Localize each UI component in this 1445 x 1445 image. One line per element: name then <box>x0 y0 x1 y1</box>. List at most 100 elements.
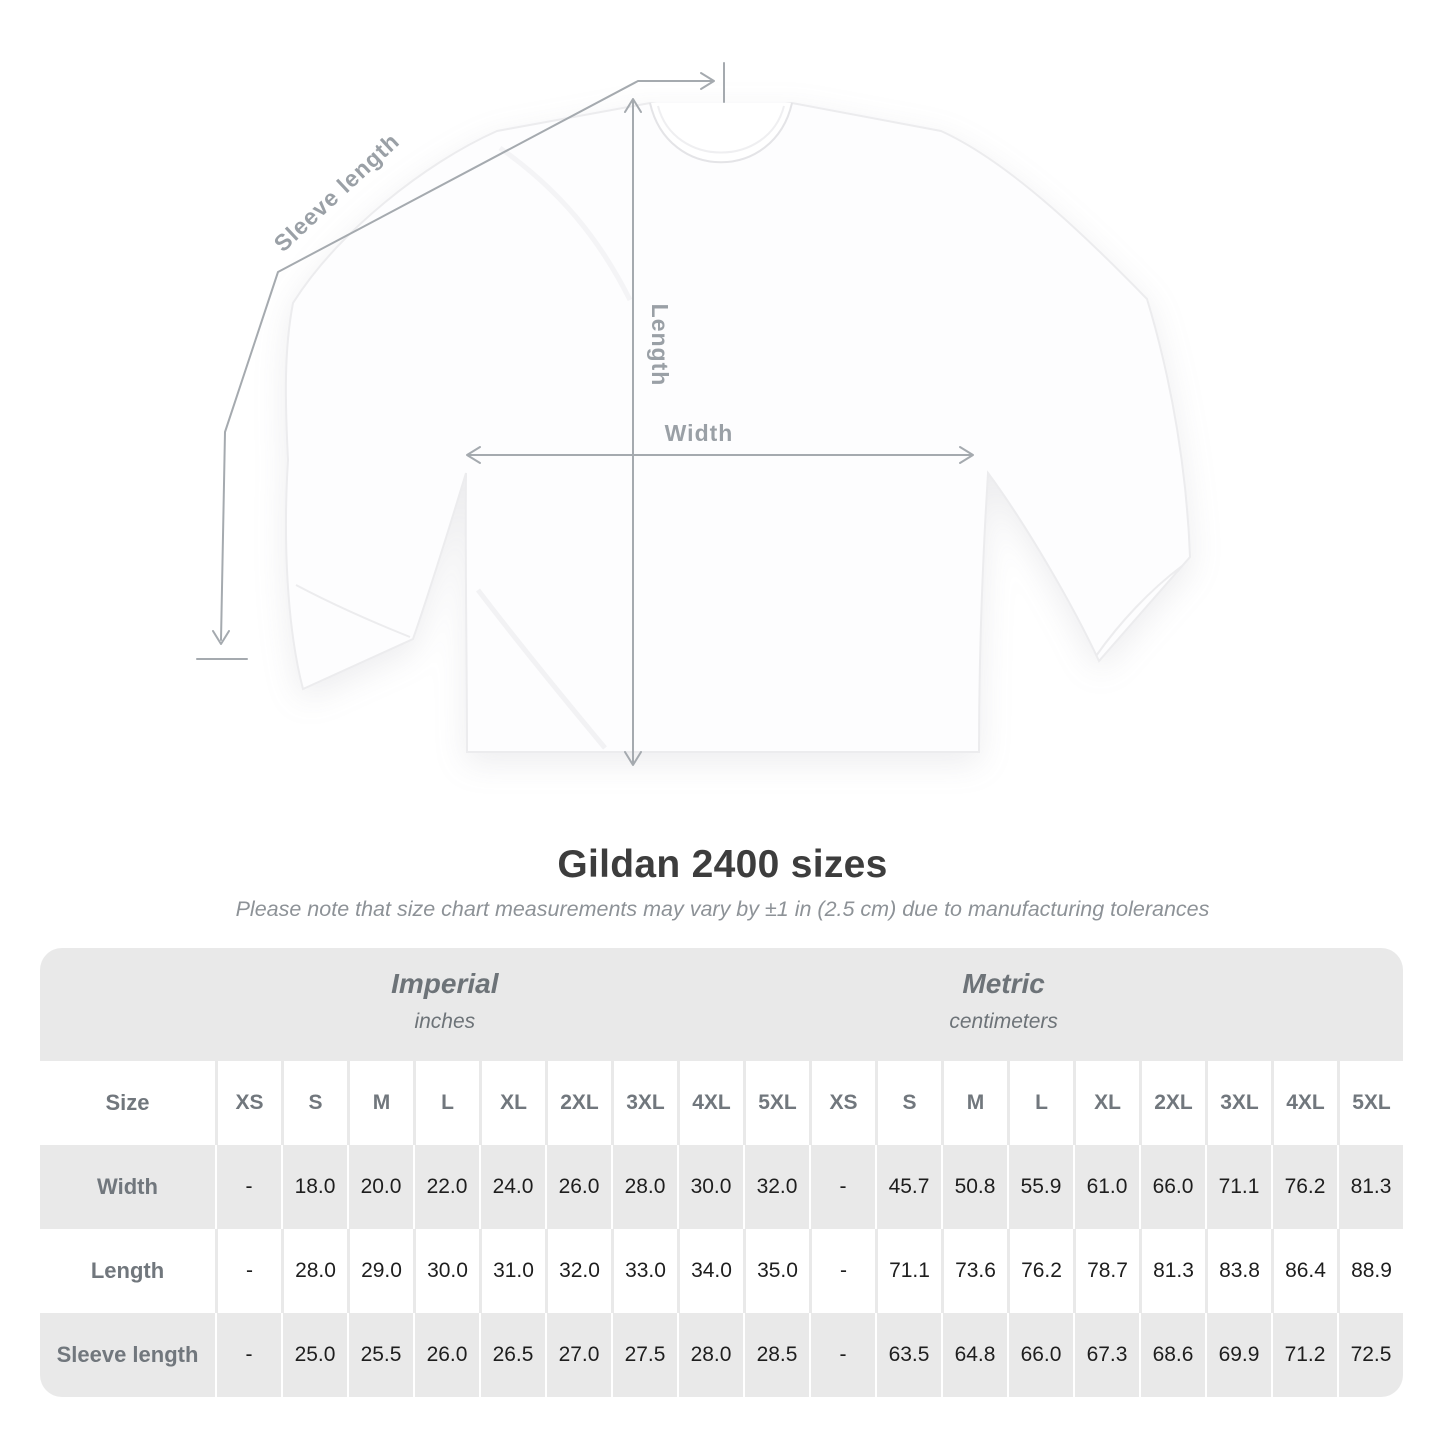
sleeve-length-imperial-value: 25.5 <box>347 1313 413 1397</box>
size-header-metric-m: M <box>941 1061 1007 1145</box>
collar-outline <box>649 102 793 164</box>
sleeve-length-imperial-value: 25.0 <box>281 1313 347 1397</box>
width-label: Width <box>665 420 734 446</box>
sleeve-length-metric-value: 68.6 <box>1139 1313 1205 1397</box>
size-header-metric-l: L <box>1007 1061 1073 1145</box>
size-header-metric-s: S <box>875 1061 941 1145</box>
size-header-imperial-5xl: 5XL <box>743 1061 809 1145</box>
size-header-imperial-xs: XS <box>215 1061 281 1145</box>
row-label-length: Length <box>90 1258 165 1283</box>
size-header-metric-xl: XL <box>1073 1061 1139 1145</box>
size-chart-table: Imperial inches Metric centimeters Size X… <box>40 948 1403 1397</box>
collar-rib-line <box>657 105 785 154</box>
size-chart-rows: Size XS S M L XL 2XL 3XL 4XL 5XL XS S M L XL 2XL 3XL 4XL 5… <box>40 1061 1403 1397</box>
width-imperial-value: 28.0 <box>611 1145 677 1229</box>
length-imperial-value: 35.0 <box>743 1229 809 1313</box>
sleeve-length-metric-value: 63.5 <box>875 1313 941 1397</box>
size-header-imperial-2xl: 2XL <box>545 1061 611 1145</box>
length-imperial-value: 34.0 <box>677 1229 743 1313</box>
length-metric-value: 78.7 <box>1073 1229 1139 1313</box>
row-label-width: Width <box>97 1174 158 1199</box>
measurement-row-width: Width -18.0 20.0 22.0 24.0 26.0 28.0 30.0 32.0-4… <box>40 1145 1403 1229</box>
width-metric-value: 50.8 <box>941 1145 1007 1229</box>
length-metric-value: 81.3 <box>1139 1229 1205 1313</box>
imperial-section-header: Imperial inches <box>391 968 498 1034</box>
sleeve-length-imperial-value: 27.0 <box>545 1313 611 1397</box>
row-label-sleeve-length: Sleeve length <box>56 1342 199 1367</box>
sleeve-length-line <box>220 80 713 641</box>
page-title: Gildan 2400 sizes <box>557 843 888 886</box>
length-imperial-value: 32.0 <box>545 1229 611 1313</box>
sleeve-length-metric-value: 64.8 <box>941 1313 1007 1397</box>
sleeve-length-metric-value: 69.9 <box>1205 1313 1271 1397</box>
size-header-metric-4xl: 4XL <box>1271 1061 1337 1145</box>
sleeve-length-metric-value: 71.2 <box>1271 1313 1337 1397</box>
metric-section-title: Metric <box>962 968 1045 999</box>
size-header-row: Size XS S M L XL 2XL 3XL 4XL 5XL XS S M L XL 2XL 3XL 4XL 5… <box>40 1061 1403 1145</box>
shirt-measurement-diagram: Sleeve length Length Width <box>196 62 1192 766</box>
length-metric-value: 73.6 <box>941 1229 1007 1313</box>
length-metric-value: 76.2 <box>1007 1229 1073 1313</box>
measurement-row-length: Length -28.0 29.0 30.0 31.0 32.0 33.0 34.0 35.0-… <box>40 1229 1403 1313</box>
width-arrowhead-right <box>959 446 974 464</box>
fold-line <box>498 145 633 302</box>
size-header-imperial-4xl: 4XL <box>677 1061 743 1145</box>
length-arrowhead-down <box>624 751 642 766</box>
imperial-section-unit: inches <box>414 1010 476 1033</box>
width-metric-value: 81.3 <box>1337 1145 1403 1229</box>
sleeve-length-metric-value: 66.0 <box>1007 1313 1073 1397</box>
fold-line <box>476 588 607 750</box>
size-column-label: Size <box>105 1090 150 1115</box>
width-imperial-value: 18.0 <box>281 1145 347 1229</box>
width-imperial-value: 32.0 <box>743 1145 809 1229</box>
shirt-silhouette <box>284 101 1192 753</box>
long-sleeve-shirt-illustration <box>284 101 1192 753</box>
width-imperial-value: 20.0 <box>347 1145 413 1229</box>
size-header-metric-2xl: 2XL <box>1139 1061 1205 1145</box>
imperial-section-title: Imperial <box>391 968 499 999</box>
length-metric-value: 71.1 <box>875 1229 941 1313</box>
width-imperial-value: - <box>215 1145 281 1229</box>
size-header-imperial-m: M <box>347 1061 413 1145</box>
length-metric-value: 86.4 <box>1271 1229 1337 1313</box>
size-header-imperial-3xl: 3XL <box>611 1061 677 1145</box>
sleeve-length-imperial-value: 28.0 <box>677 1313 743 1397</box>
units-header-band: Imperial inches Metric centimeters <box>40 948 1403 1061</box>
length-arrowhead-up <box>624 98 642 113</box>
metric-section-unit: centimeters <box>949 1010 1058 1033</box>
sleeve-length-metric-value: 67.3 <box>1073 1313 1139 1397</box>
length-imperial-value: - <box>215 1229 281 1313</box>
size-header-metric-xs: XS <box>809 1061 875 1145</box>
length-metric-value: 83.8 <box>1205 1229 1271 1313</box>
width-imperial-value: 30.0 <box>677 1145 743 1229</box>
left-cuff-seam <box>295 584 411 638</box>
sleeve-arrowhead-right <box>700 72 715 90</box>
sleeve-length-imperial-value: 26.0 <box>413 1313 479 1397</box>
length-metric-value: 88.9 <box>1337 1229 1403 1313</box>
sleeve-arrowhead-down <box>212 630 230 645</box>
width-metric-value: 45.7 <box>875 1145 941 1229</box>
length-label: Length <box>647 304 673 387</box>
width-imperial-value: 26.0 <box>545 1145 611 1229</box>
size-header-imperial-s: S <box>281 1061 347 1145</box>
sleeve-length-metric-value: 72.5 <box>1337 1313 1403 1397</box>
size-header-metric-5xl: 5XL <box>1337 1061 1403 1145</box>
length-imperial-value: 30.0 <box>413 1229 479 1313</box>
right-cuff-seam <box>1095 565 1183 657</box>
sleeve-length-imperial-value: - <box>215 1313 281 1397</box>
width-metric-value: 71.1 <box>1205 1145 1271 1229</box>
size-header-imperial-l: L <box>413 1061 479 1145</box>
width-arrowhead-left <box>466 446 481 464</box>
length-imperial-value: 33.0 <box>611 1229 677 1313</box>
width-metric-value: 61.0 <box>1073 1145 1139 1229</box>
width-metric-value: 55.9 <box>1007 1145 1073 1229</box>
metric-section-header: Metric centimeters <box>949 968 1058 1034</box>
tolerance-note: Please note that size chart measurements… <box>235 897 1210 921</box>
width-imperial-value: 22.0 <box>413 1145 479 1229</box>
sleeve-length-imperial-value: 28.5 <box>743 1313 809 1397</box>
measurement-row-sleeve-length: Sleeve length -25.0 25.5 26.0 26.5 27.0 27.5 28… <box>40 1313 1403 1397</box>
length-imperial-value: 31.0 <box>479 1229 545 1313</box>
width-metric-value: 66.0 <box>1139 1145 1205 1229</box>
width-metric-value: - <box>809 1145 875 1229</box>
length-metric-value: - <box>809 1229 875 1313</box>
